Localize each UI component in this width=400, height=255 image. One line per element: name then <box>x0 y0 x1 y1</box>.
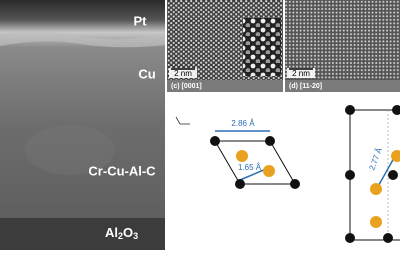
scale-label: 2 nm <box>174 69 192 78</box>
caption-strip <box>285 80 400 92</box>
atoms <box>345 105 400 243</box>
scale-bar-bg <box>169 68 197 78</box>
scale-label: 2 nm <box>292 69 310 78</box>
distance-label: 2.77 Å <box>367 146 384 171</box>
layer-label: Pt <box>134 13 148 28</box>
layer-label: Cr-Cu-Al-C <box>88 163 156 178</box>
distance-label: 1.65 Å <box>238 163 262 172</box>
axes-icon <box>175 116 190 125</box>
pt-layer <box>0 31 165 48</box>
caption: (d) [11-20] <box>289 83 322 90</box>
arrow <box>239 168 267 181</box>
hrtem-image <box>285 0 400 80</box>
layer-label: Cu <box>138 66 155 81</box>
grain <box>25 125 115 175</box>
caption-strip <box>167 80 283 92</box>
substrate-label: Al2O3 <box>105 225 138 241</box>
substrate <box>0 218 165 250</box>
scale-bar-bg <box>287 68 315 78</box>
distance-label: 2.86 Å <box>231 119 255 128</box>
caption: (c) [0001] <box>171 83 202 90</box>
hrtem-inset <box>243 18 281 76</box>
atoms <box>210 136 300 189</box>
